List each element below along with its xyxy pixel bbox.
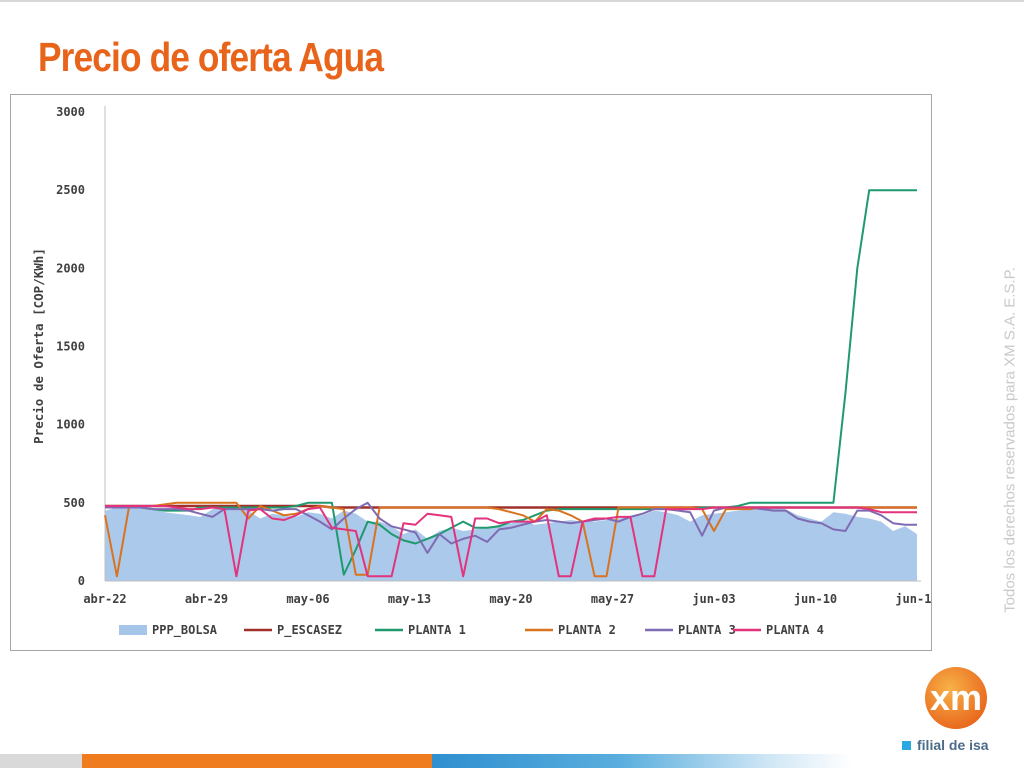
y-tick-label: 0 — [78, 574, 85, 588]
legend-label-planta-4: PLANTA 4 — [766, 623, 824, 637]
x-tick-label: abr-29 — [185, 592, 228, 606]
bottom-bar-blue — [432, 754, 852, 768]
area-ppp-bolsa — [105, 506, 917, 581]
y-tick-label: 1000 — [56, 418, 85, 432]
logo-circle — [925, 667, 987, 729]
bottom-bar-orange — [82, 754, 432, 768]
bottom-color-bar — [0, 754, 1024, 768]
y-tick-label: 500 — [63, 496, 85, 510]
top-border-line — [0, 0, 1024, 2]
x-tick-label: may-20 — [489, 592, 532, 606]
square-bullet-icon — [902, 741, 911, 750]
series-line-planta-3 — [105, 501, 917, 554]
x-tick-label: may-27 — [591, 592, 634, 606]
x-tick-label: jun-03 — [692, 592, 735, 606]
legend-label-ppp-bolsa: PPP_BOLSA — [152, 623, 218, 638]
line-chart: 0 500 1000 1500 2000 2500 3000 Precio de Oferta… — [31, 105, 931, 638]
filial-text: filial de isa — [917, 737, 989, 753]
logo-text: xm — [930, 677, 982, 718]
x-tick-label: may-06 — [286, 592, 329, 606]
y-tick-label: 3000 — [56, 105, 85, 119]
slide-title: Precio de oferta Agua — [38, 34, 384, 80]
legend-swatch-ppp-bolsa — [119, 625, 147, 635]
y-axis-label: Precio de Oferta [COP/KWh] — [31, 248, 46, 444]
legend-label-planta-2: PLANTA 2 — [558, 623, 616, 637]
filial-label: filial de isa — [902, 737, 989, 753]
x-tick-label: jun-10 — [794, 592, 837, 606]
legend-label-planta-3: PLANTA 3 — [678, 623, 736, 637]
legend-label-planta-1: PLANTA 1 — [408, 623, 466, 637]
series-line-planta-4 — [105, 505, 917, 578]
xm-logo: xm — [925, 667, 987, 729]
y-tick-label: 2500 — [56, 183, 85, 197]
chart-frame: 0 500 1000 1500 2000 2500 3000 Precio de Oferta… — [10, 94, 932, 651]
x-tick-label: jun-17 — [895, 592, 931, 606]
y-tick-label: 1500 — [56, 340, 85, 354]
x-tick-label: may-13 — [388, 592, 431, 606]
y-tick-label: 2000 — [56, 261, 85, 275]
legend-label-p-escasez: P_ESCASEZ — [277, 623, 342, 638]
x-tick-label: abr-22 — [83, 592, 126, 606]
bottom-bar-gray — [0, 754, 82, 768]
copyright-vertical-text: Todos los derechos reservados para XM S.… — [1001, 267, 1019, 613]
